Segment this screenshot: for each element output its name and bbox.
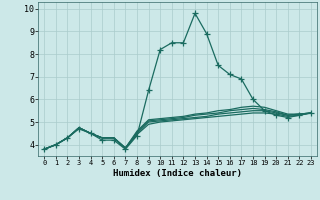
X-axis label: Humidex (Indice chaleur): Humidex (Indice chaleur) bbox=[113, 169, 242, 178]
